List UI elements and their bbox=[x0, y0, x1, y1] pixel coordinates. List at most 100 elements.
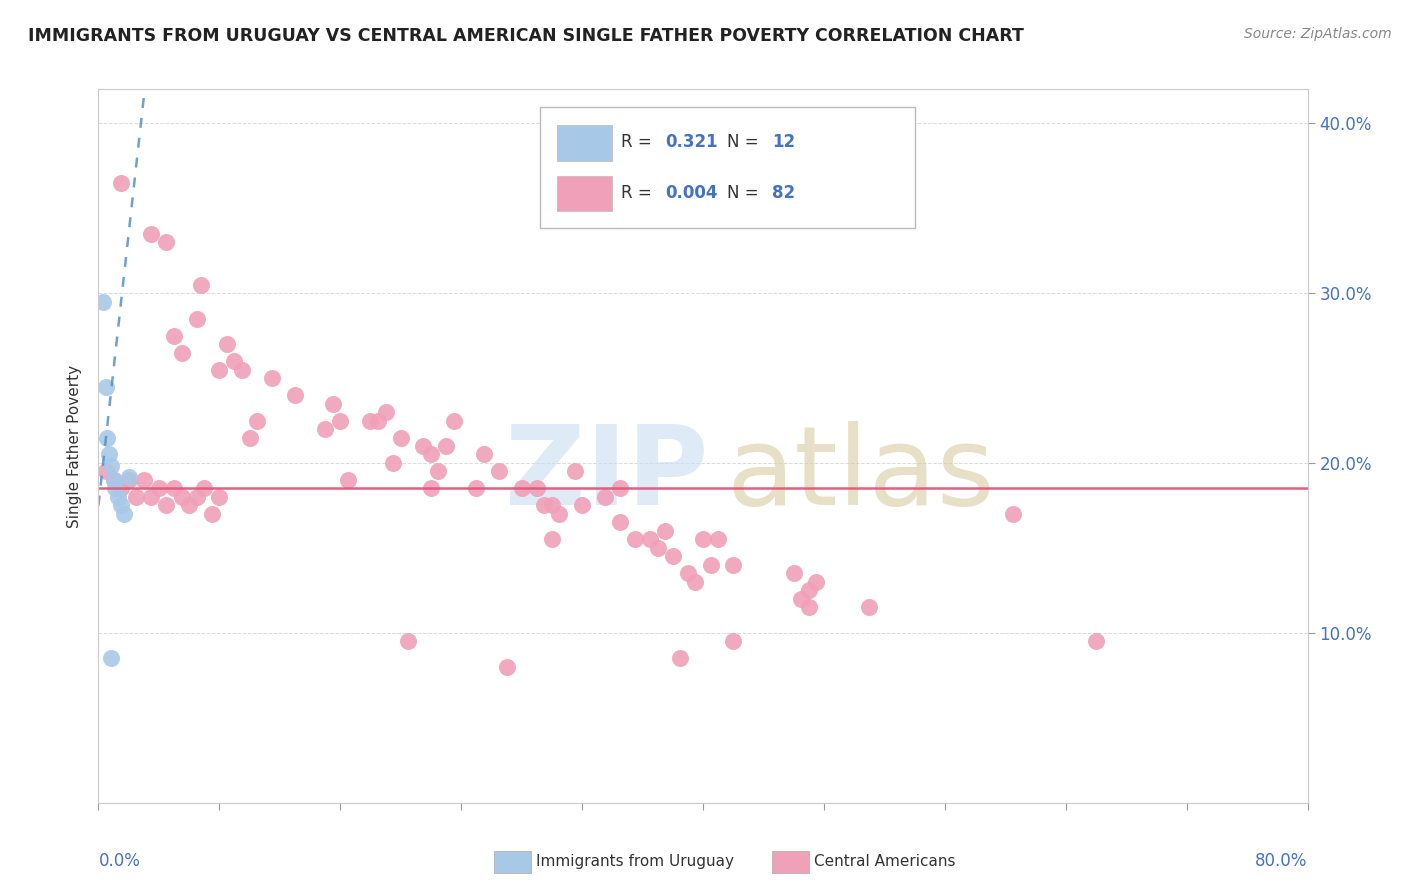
Point bbox=[96, 430, 118, 444]
Point bbox=[676, 566, 699, 581]
Text: R =: R = bbox=[621, 133, 657, 151]
Point bbox=[783, 566, 806, 581]
Point bbox=[110, 176, 132, 190]
Text: Source: ZipAtlas.com: Source: ZipAtlas.com bbox=[1244, 27, 1392, 41]
Point bbox=[179, 499, 201, 513]
Text: N =: N = bbox=[727, 133, 763, 151]
Point bbox=[699, 558, 721, 572]
Point bbox=[103, 473, 125, 487]
Point bbox=[624, 533, 647, 547]
Point bbox=[201, 507, 224, 521]
Point bbox=[412, 439, 434, 453]
Point bbox=[329, 413, 352, 427]
Point bbox=[420, 482, 443, 496]
Point bbox=[790, 591, 813, 606]
Point bbox=[104, 482, 127, 496]
Text: IMMIGRANTS FROM URUGUAY VS CENTRAL AMERICAN SINGLE FATHER POVERTY CORRELATION CH: IMMIGRANTS FROM URUGUAY VS CENTRAL AMERI… bbox=[28, 27, 1024, 45]
Point bbox=[314, 422, 336, 436]
Point bbox=[224, 354, 246, 368]
Point bbox=[360, 413, 382, 427]
Point bbox=[110, 499, 132, 513]
Point bbox=[94, 465, 117, 479]
Point bbox=[193, 482, 215, 496]
Point bbox=[420, 448, 443, 462]
Point bbox=[571, 499, 593, 513]
Point bbox=[112, 507, 135, 521]
Point bbox=[541, 499, 564, 513]
Point bbox=[148, 482, 170, 496]
Text: 0.0%: 0.0% bbox=[98, 853, 141, 871]
Y-axis label: Single Father Poverty: Single Father Poverty bbox=[67, 365, 83, 527]
Point bbox=[609, 516, 631, 530]
Point bbox=[593, 490, 616, 504]
Point bbox=[382, 456, 405, 470]
Point bbox=[389, 430, 412, 444]
Point bbox=[367, 413, 389, 427]
Point bbox=[685, 574, 707, 589]
Point bbox=[609, 482, 631, 496]
Point bbox=[526, 482, 548, 496]
Point bbox=[100, 651, 122, 665]
FancyBboxPatch shape bbox=[772, 851, 810, 872]
Point bbox=[208, 490, 231, 504]
Point bbox=[495, 660, 517, 674]
Point bbox=[155, 235, 177, 249]
Point bbox=[94, 379, 117, 393]
Point bbox=[163, 328, 186, 343]
Point bbox=[564, 465, 586, 479]
Point bbox=[533, 499, 555, 513]
Point bbox=[118, 473, 141, 487]
Point bbox=[163, 482, 186, 496]
Point bbox=[107, 490, 129, 504]
Text: 80.0%: 80.0% bbox=[1256, 853, 1308, 871]
Text: ZIP: ZIP bbox=[505, 421, 709, 528]
Point bbox=[100, 459, 122, 474]
Point bbox=[396, 634, 419, 648]
Text: 12: 12 bbox=[772, 133, 794, 151]
Point bbox=[1001, 507, 1024, 521]
Point bbox=[208, 362, 231, 376]
Point bbox=[190, 277, 212, 292]
Point bbox=[186, 311, 208, 326]
Point bbox=[443, 413, 465, 427]
Point bbox=[262, 371, 284, 385]
Point bbox=[322, 396, 344, 410]
Point bbox=[231, 362, 253, 376]
Text: N =: N = bbox=[727, 184, 763, 202]
Point bbox=[155, 499, 177, 513]
Point bbox=[707, 533, 730, 547]
Point bbox=[723, 558, 745, 572]
Point bbox=[541, 533, 564, 547]
Point bbox=[91, 294, 114, 309]
Point bbox=[858, 600, 880, 615]
Point bbox=[186, 490, 208, 504]
Point bbox=[110, 482, 132, 496]
Point bbox=[427, 465, 450, 479]
Point bbox=[662, 549, 685, 564]
Point bbox=[797, 600, 820, 615]
Point bbox=[638, 533, 661, 547]
FancyBboxPatch shape bbox=[540, 107, 915, 228]
Point bbox=[669, 651, 692, 665]
Text: 0.321: 0.321 bbox=[665, 133, 718, 151]
FancyBboxPatch shape bbox=[557, 125, 613, 161]
Point bbox=[284, 388, 307, 402]
Point bbox=[170, 490, 193, 504]
Point bbox=[692, 533, 714, 547]
Point bbox=[806, 574, 828, 589]
Point bbox=[103, 473, 125, 487]
Text: Central Americans: Central Americans bbox=[814, 854, 956, 869]
Point bbox=[246, 413, 269, 427]
Text: R =: R = bbox=[621, 184, 657, 202]
Point bbox=[654, 524, 676, 538]
Text: 0.004: 0.004 bbox=[665, 184, 718, 202]
Point bbox=[118, 469, 141, 483]
Text: Immigrants from Uruguay: Immigrants from Uruguay bbox=[536, 854, 734, 869]
Point bbox=[723, 634, 745, 648]
Point bbox=[1085, 634, 1108, 648]
Point bbox=[374, 405, 396, 419]
Point bbox=[510, 482, 533, 496]
Point bbox=[141, 227, 163, 241]
Point bbox=[797, 583, 820, 598]
Point bbox=[336, 473, 359, 487]
